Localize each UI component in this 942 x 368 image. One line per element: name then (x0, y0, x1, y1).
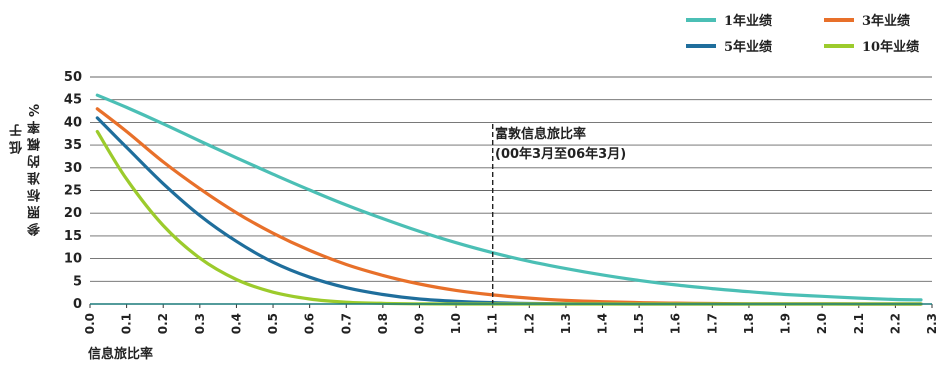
x-tick-label-1.0: 1.0 (449, 313, 463, 334)
reference-annotation: 富敦信息旅比率 (00年3月至06年3月) (495, 125, 626, 165)
legend-label-10y: 10年业绩 (862, 40, 920, 55)
y-tick-label-20: 20 (64, 206, 82, 221)
legend-item-10y: 10年业绩 (824, 36, 919, 55)
legend-item-3y: 3年业绩 (824, 10, 910, 29)
y-tick-label-40: 40 (64, 115, 82, 130)
x-tick-label-0.3: 0.3 (193, 313, 207, 334)
legend-swatch-10y (824, 43, 854, 48)
x-tick-label-1.2: 1.2 (522, 313, 536, 334)
x-tick-label-2.2: 2.2 (888, 313, 902, 334)
legend-label-5y: 5年业绩 (724, 40, 773, 55)
x-tick-label-0.1: 0.1 (120, 313, 134, 334)
series-line-0 (95, 93, 923, 302)
annotation-line-1: 富敦信息旅比率 (495, 127, 587, 142)
y-axis-label-line-1: 低于 (10, 120, 25, 154)
legend-label-3y: 3年业绩 (862, 14, 911, 29)
x-tick-label-2.1: 2.1 (852, 313, 866, 334)
x-tick-label-2.3: 2.3 (925, 313, 939, 334)
y-axis-label: 低于 参照标准的概率% (8, 100, 44, 290)
x-tick-label-1.7: 1.7 (705, 313, 719, 334)
x-tick-label-1.9: 1.9 (779, 313, 793, 334)
x-tick-label-1.6: 1.6 (669, 313, 683, 334)
x-tick-label-0.4: 0.4 (229, 313, 243, 334)
y-tick-label-45: 45 (64, 93, 82, 108)
y-tick-label-25: 25 (64, 184, 82, 199)
x-tick-label-0.5: 0.5 (266, 313, 280, 334)
y-tick-label-50: 50 (64, 70, 82, 85)
y-axis-label-line-2: 参照标准的概率% (28, 100, 43, 237)
legend-swatch-1y (686, 17, 716, 22)
legend-swatch-3y (824, 17, 854, 22)
x-tick-label-0.8: 0.8 (376, 313, 390, 334)
annotation-line-2: (00年3月至06年3月) (495, 147, 627, 162)
x-tick-label-2.0: 2.0 (815, 313, 829, 334)
x-tick-label-1.4: 1.4 (596, 313, 610, 334)
y-tick-label-5: 5 (73, 274, 82, 289)
x-tick-label-1.8: 1.8 (742, 313, 756, 334)
x-tick-label-1.1: 1.1 (486, 313, 500, 334)
y-tick-label-30: 30 (64, 161, 82, 176)
x-tick-label-0.2: 0.2 (156, 313, 170, 334)
y-tick-label-35: 35 (64, 138, 82, 153)
x-tick-label-1.3: 1.3 (559, 313, 573, 334)
x-axis-label: 信息旅比率 (88, 347, 154, 362)
gridlines (90, 76, 932, 282)
x-tick-label-0.0: 0.0 (83, 313, 97, 334)
x-tick-label-0.9: 0.9 (412, 313, 426, 334)
x-tick-label-1.5: 1.5 (632, 313, 646, 334)
x-tick-label-0.6: 0.6 (303, 313, 317, 334)
y-axis-ticks: 0 5 10 15 20 25 30 35 40 45 50 (64, 70, 82, 312)
legend-swatch-5y (686, 43, 716, 48)
x-tick-label-0.7: 0.7 (339, 313, 353, 334)
y-tick-label-15: 15 (64, 229, 82, 244)
legend: 1年业绩 3年业绩 5年业绩 10年业绩 (686, 10, 938, 58)
y-tick-label-0: 0 (73, 297, 82, 312)
y-tick-label-10: 10 (64, 252, 82, 267)
x-axis-ticks: 0.0 0.1 0.2 0.3 0.4 0.5 0.6 0.7 0.8 0.9 1.0 1.1 1.2 1… (83, 304, 939, 334)
legend-item-1y: 1年业绩 (686, 10, 772, 29)
legend-label-1y: 1年业绩 (724, 14, 773, 29)
legend-item-5y: 5年业绩 (686, 36, 772, 55)
